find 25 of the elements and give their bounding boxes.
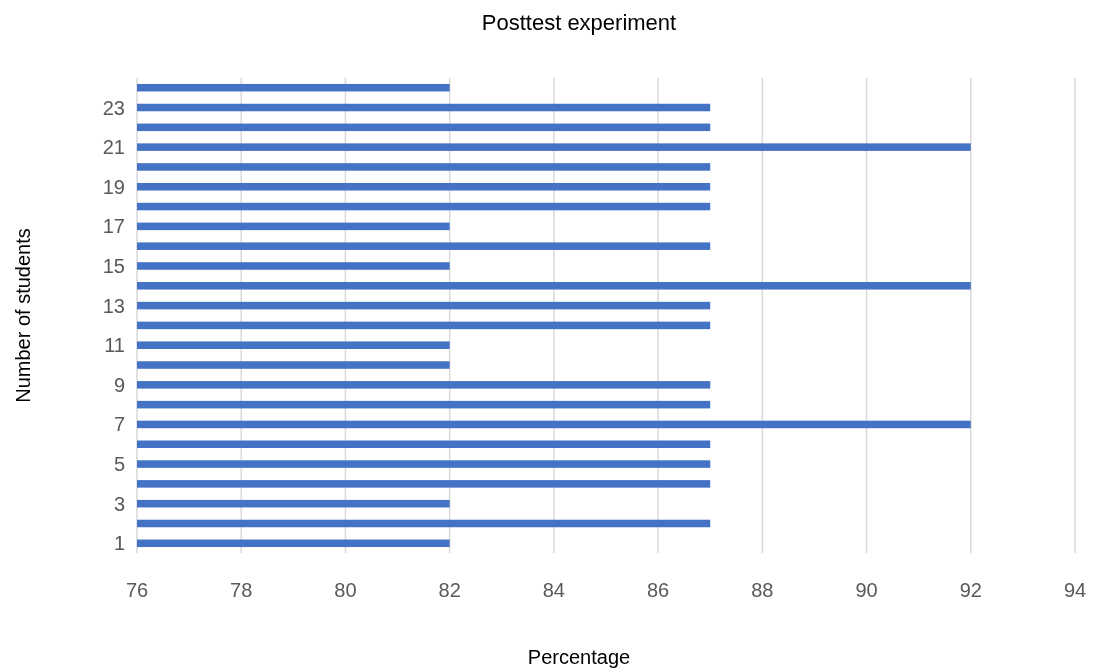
- x-tick-label: 90: [855, 579, 878, 601]
- x-tick-label: 88: [751, 579, 774, 601]
- y-tick-label: 11: [104, 334, 125, 357]
- y-tick-label: 15: [102, 254, 125, 277]
- x-tick-label: 86: [646, 579, 670, 601]
- y-tick-label: 23: [102, 96, 125, 119]
- x-tick-label: 94: [1063, 579, 1087, 601]
- x-tick-label: 84: [542, 579, 566, 601]
- y-tick-label: 3: [113, 492, 125, 515]
- x-tick-label: 92: [959, 579, 982, 601]
- y-tick-label: 17: [102, 215, 125, 238]
- x-tick-label: 80: [334, 579, 357, 601]
- y-tick-label: 21: [102, 136, 125, 159]
- y-tick-label: 13: [102, 294, 125, 317]
- y-tick-label: 5: [113, 453, 125, 476]
- x-tick-label: 82: [438, 579, 461, 601]
- x-tick-label: 78: [230, 579, 253, 601]
- y-tick-label: 1: [113, 532, 125, 555]
- x-axis-title: Percentage: [527, 646, 631, 668]
- y-tick-label: 9: [113, 373, 125, 396]
- chart-title: Posttest experiment: [481, 10, 677, 35]
- x-tick-label: 76: [125, 579, 149, 601]
- y-axis-title: Number of students: [12, 228, 34, 403]
- y-tick-label: 7: [113, 413, 125, 436]
- y-tick-label: 19: [102, 175, 125, 198]
